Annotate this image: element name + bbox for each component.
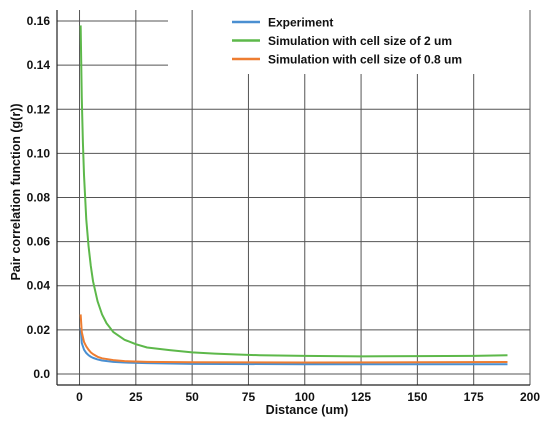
series-lines [79, 25, 508, 366]
y-tick-label: 0.12 [27, 102, 51, 116]
series-line-2 [79, 25, 508, 358]
y-tick-label: 0.14 [27, 58, 51, 72]
legend-label-1: Experiment [268, 16, 333, 30]
x-tick-label: 175 [464, 390, 484, 404]
y-tick-label: 0.0 [33, 367, 50, 381]
x-tick-labels: 0 25 50 75 100 125 150 175 200 [76, 390, 540, 404]
y-tick-label: 0.10 [27, 146, 51, 160]
y-tick-label: 0.16 [27, 14, 51, 28]
y-tick-labels: 0.0 0.02 0.04 0.06 0.08 0.10 0.12 0.14 0.16 [27, 14, 51, 381]
y-tick-label: 0.04 [27, 279, 51, 293]
legend-label-3: Simulation with cell size of 0.8 um [268, 53, 462, 67]
x-tick-label: 150 [407, 390, 427, 404]
series-line-3 [79, 314, 508, 364]
y-tick-label: 0.08 [27, 191, 51, 205]
x-tick-label: 100 [295, 390, 315, 404]
x-tick-label: 75 [242, 390, 256, 404]
x-tick-label: 50 [185, 390, 199, 404]
x-tick-label: 200 [520, 390, 540, 404]
legend: Experiment Simulation with cell size of 2… [232, 16, 462, 67]
x-tick-label: 25 [129, 390, 143, 404]
grid [57, 10, 531, 385]
y-axis-title: Pair correlation function (g(r)) [9, 103, 23, 280]
x-tick-label: 125 [351, 390, 371, 404]
plot-frame [56, 10, 530, 386]
x-axis-title: Distance (um) [266, 403, 349, 417]
y-tick-label: 0.06 [27, 235, 51, 249]
y-tick-label: 0.02 [27, 323, 51, 337]
series-line-1 [79, 327, 508, 366]
legend-label-2: Simulation with cell size of 2 um [268, 34, 452, 48]
x-tick-label: 0 [76, 390, 83, 404]
